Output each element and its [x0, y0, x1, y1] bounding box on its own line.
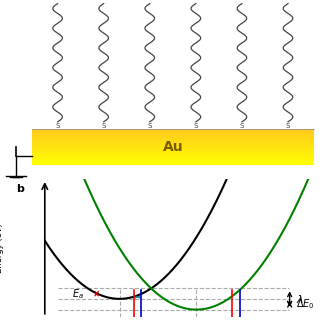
Text: $\Delta E_0$: $\Delta E_0$: [296, 297, 315, 311]
Bar: [32, 142, 314, 143]
Bar: [32, 157, 314, 159]
Bar: [32, 148, 314, 149]
Bar: [32, 133, 314, 135]
Text: S: S: [101, 123, 106, 129]
Text: S: S: [148, 123, 152, 129]
Text: S: S: [55, 123, 60, 129]
Bar: [32, 144, 314, 146]
Bar: [32, 150, 314, 152]
Bar: [32, 154, 314, 155]
Bar: [32, 131, 314, 132]
Bar: [32, 161, 314, 163]
Text: S: S: [240, 123, 244, 129]
Bar: [32, 162, 314, 164]
Text: Energy (eV): Energy (eV): [0, 223, 4, 273]
Text: $E_a$: $E_a$: [72, 287, 84, 300]
Bar: [32, 158, 314, 160]
Text: Au: Au: [163, 140, 183, 154]
Bar: [32, 151, 314, 153]
Bar: [32, 136, 314, 137]
Bar: [32, 130, 314, 132]
Text: b: b: [16, 184, 24, 194]
Text: S: S: [286, 123, 290, 129]
Text: $\lambda$: $\lambda$: [296, 293, 304, 305]
Bar: [32, 140, 314, 141]
Bar: [32, 135, 314, 136]
Bar: [32, 156, 314, 158]
Bar: [32, 140, 314, 142]
Bar: [32, 147, 314, 148]
Bar: [32, 155, 314, 156]
Bar: [32, 143, 314, 145]
Bar: [32, 145, 314, 147]
Bar: [32, 138, 314, 140]
Bar: [32, 153, 314, 154]
Bar: [32, 129, 314, 130]
Text: S: S: [194, 123, 198, 129]
Bar: [32, 160, 314, 161]
Bar: [32, 132, 314, 134]
Bar: [32, 149, 314, 150]
Bar: [32, 137, 314, 139]
Bar: [32, 163, 314, 165]
